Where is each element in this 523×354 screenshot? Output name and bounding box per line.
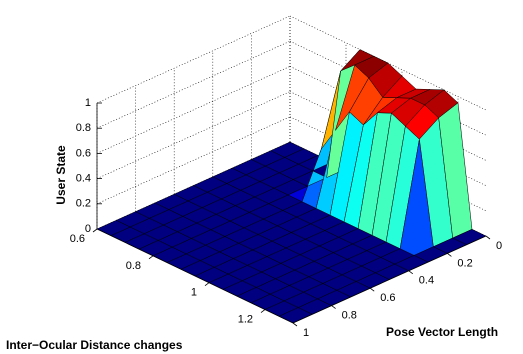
y-axis: [292, 235, 487, 324]
y-tick: [408, 270, 414, 275]
x-tick: [260, 309, 266, 313]
y-tick: [369, 287, 375, 292]
z-tick-label: 1: [85, 97, 91, 109]
grid-line: [96, 66, 291, 154]
z-axis-label: User State: [54, 145, 68, 205]
y-tick-label: 0.4: [419, 275, 434, 287]
x-tick-label: 1.2: [238, 313, 253, 325]
y-tick-label: 1: [303, 327, 309, 339]
grid-line: [96, 91, 291, 179]
x-axis: [96, 228, 294, 324]
y-tick-label: 0: [496, 240, 502, 252]
z-tick-label: 0.2: [76, 198, 91, 210]
y-tick: [447, 253, 452, 257]
y-tick: [331, 305, 336, 309]
grid-line: [96, 40, 291, 129]
z-tick-label: 0.8: [76, 122, 91, 134]
x-tick-label: 0.6: [70, 233, 85, 245]
x-tick: [148, 255, 154, 260]
x-tick: [204, 282, 210, 287]
x-tick: [92, 228, 98, 233]
x-axis-label: Inter−Ocular Distance changes: [6, 338, 183, 352]
y-tick: [485, 235, 491, 240]
z-tick-label: 0.6: [76, 147, 91, 159]
x-tick-label: 1: [191, 287, 197, 299]
x-tick-label: 0.8: [126, 260, 141, 272]
grid-line: [96, 15, 291, 104]
y-axis-label: Pose Vector Length: [386, 325, 498, 339]
y-tick-label: 0.8: [342, 310, 357, 322]
y-tick-label: 0.2: [457, 257, 472, 269]
z-tick-label: 0.4: [76, 173, 91, 185]
grid-line: [96, 116, 291, 205]
z-tick-label: 0: [85, 223, 91, 235]
y-tick-label: 0.6: [380, 292, 395, 304]
y-tick: [292, 322, 298, 327]
